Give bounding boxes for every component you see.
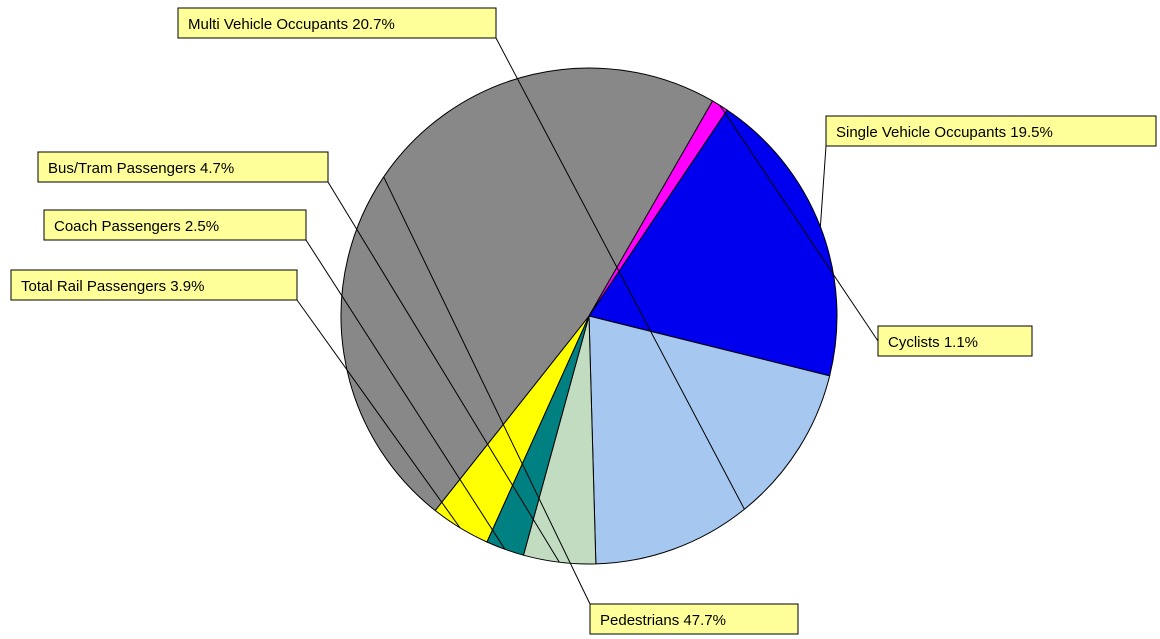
data-label-coach-passengers: Coach Passengers 2.5%	[43, 209, 307, 241]
data-label-total-rail-passengers: Total Rail Passengers 3.9%	[10, 269, 298, 301]
data-label-box	[589, 603, 799, 635]
leader-line-total-rail-passengers	[296, 299, 461, 529]
data-label-text: Total Rail Passengers 3.9%	[21, 278, 204, 295]
data-label-text: Single Vehicle Occupants 19.5%	[836, 124, 1053, 141]
data-label-box	[825, 115, 1157, 147]
data-label-box	[43, 209, 307, 241]
data-label-text: Pedestrians 47.7%	[600, 612, 726, 629]
data-label-text: Bus/Tram Passengers 4.7%	[48, 160, 234, 177]
leader-line-cyclists	[719, 105, 879, 342]
data-label-box	[877, 325, 1033, 357]
leader-line-multi-vehicle-occupants	[495, 37, 745, 510]
data-label-text: Multi Vehicle Occupants 20.7%	[188, 16, 395, 33]
data-label-text: Cyclists 1.1%	[888, 334, 978, 351]
pie-labels: Single Vehicle Occupants 19.5% Multi Vehi…	[10, 7, 1157, 635]
leader-line-coach-passengers	[305, 239, 506, 550]
label-leader-lines	[296, 37, 879, 605]
data-label-pedestrians: Pedestrians 47.7%	[589, 603, 799, 635]
pie-slices	[340, 67, 838, 565]
leader-line-bus-tram-passengers	[327, 181, 560, 563]
leader-line-single-vehicle-occupants	[819, 145, 827, 227]
data-label-box	[10, 269, 298, 301]
data-label-cyclists: Cyclists 1.1%	[877, 325, 1033, 357]
pie-slice-cyclists	[588, 100, 728, 317]
data-label-bus-tram-passengers: Bus/Tram Passengers 4.7%	[37, 151, 329, 183]
data-label-multi-vehicle-occupants: Multi Vehicle Occupants 20.7%	[177, 7, 497, 39]
data-label-single-vehicle-occupants: Single Vehicle Occupants 19.5%	[825, 115, 1157, 147]
data-label-box	[37, 151, 329, 183]
data-label-box	[177, 7, 497, 39]
leader-line-pedestrians	[383, 176, 591, 605]
data-label-text: Coach Passengers 2.5%	[54, 218, 219, 235]
